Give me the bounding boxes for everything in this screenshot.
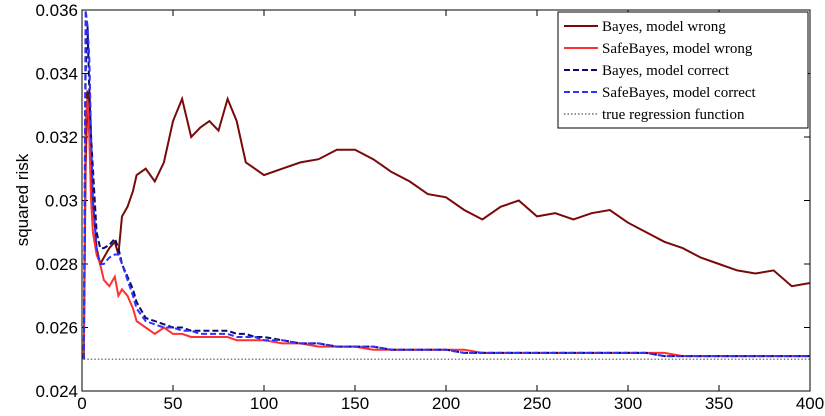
x-tick-label: 50 [164,394,183,411]
x-tick-label: 350 [705,394,733,411]
x-tick-label: 100 [250,394,278,411]
x-tick-label: 200 [432,394,460,411]
legend-label: SafeBayes, model wrong [602,41,753,57]
series-line [82,98,810,360]
legend-label: true regression function [602,107,745,123]
legend: Bayes, model wrong SafeBayes, model wrong… [557,11,809,129]
x-tick-label: 250 [523,394,551,411]
legend-box [557,11,809,129]
legend-label: Bayes, model wrong [602,19,726,35]
x-tick-label: 0 [77,394,86,411]
x-tick-label: 400 [796,394,824,411]
y-tick-label: 0.028 [35,255,78,274]
legend-label: SafeBayes, model correct [602,85,757,101]
y-tick-label: 0.032 [35,128,78,147]
y-tick-label: 0.03 [45,192,78,211]
x-tick-label: 150 [341,394,369,411]
y-axis-label: squared risk [13,153,32,246]
y-tick-label: 0.036 [35,1,78,20]
x-tick-label: 300 [614,394,642,411]
y-tick-label: 0.026 [35,319,78,338]
series-line [82,9,810,360]
legend-label: Bayes, model correct [602,63,730,79]
y-tick-label: 0.024 [35,382,78,401]
series-line [82,88,811,360]
y-tick-label: 0.034 [35,65,78,84]
